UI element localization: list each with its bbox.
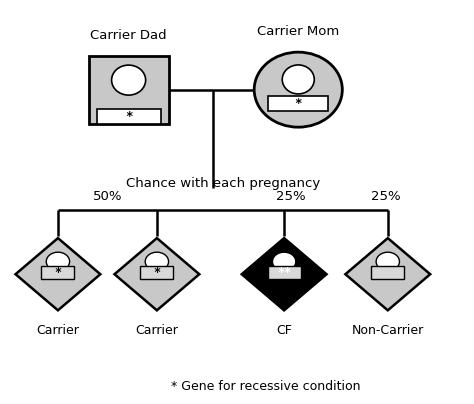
Text: * Gene for recessive condition: * Gene for recessive condition [171,380,360,393]
Polygon shape [242,238,327,310]
Text: Carrier Mom: Carrier Mom [257,25,339,38]
Text: Carrier: Carrier [136,324,178,337]
Polygon shape [16,238,100,310]
Bar [89,56,169,124]
Text: *: * [153,266,161,279]
Ellipse shape [282,65,314,94]
Ellipse shape [273,252,296,271]
Ellipse shape [46,252,70,271]
Bar [140,266,173,278]
Ellipse shape [145,252,169,271]
Polygon shape [346,238,430,310]
Text: 25%: 25% [371,190,400,203]
Text: **: ** [277,266,291,279]
Bar [41,266,74,278]
Bar [268,97,328,111]
Text: *: * [294,97,302,110]
Bar [268,266,301,278]
Text: *: * [55,266,62,279]
Text: CF: CF [276,324,292,337]
Text: Chance with each pregnancy: Chance with each pregnancy [126,177,320,190]
Text: Carrier: Carrier [36,324,79,337]
Text: 25%: 25% [276,190,306,203]
Polygon shape [115,238,199,310]
Text: Non-Carrier: Non-Carrier [352,324,424,337]
Text: 50%: 50% [92,190,122,203]
Text: *: * [125,110,132,123]
Ellipse shape [111,65,146,95]
Bar [371,266,404,278]
Ellipse shape [376,252,400,271]
Text: Carrier Dad: Carrier Dad [91,29,167,42]
Ellipse shape [254,52,342,127]
Bar [97,109,161,124]
